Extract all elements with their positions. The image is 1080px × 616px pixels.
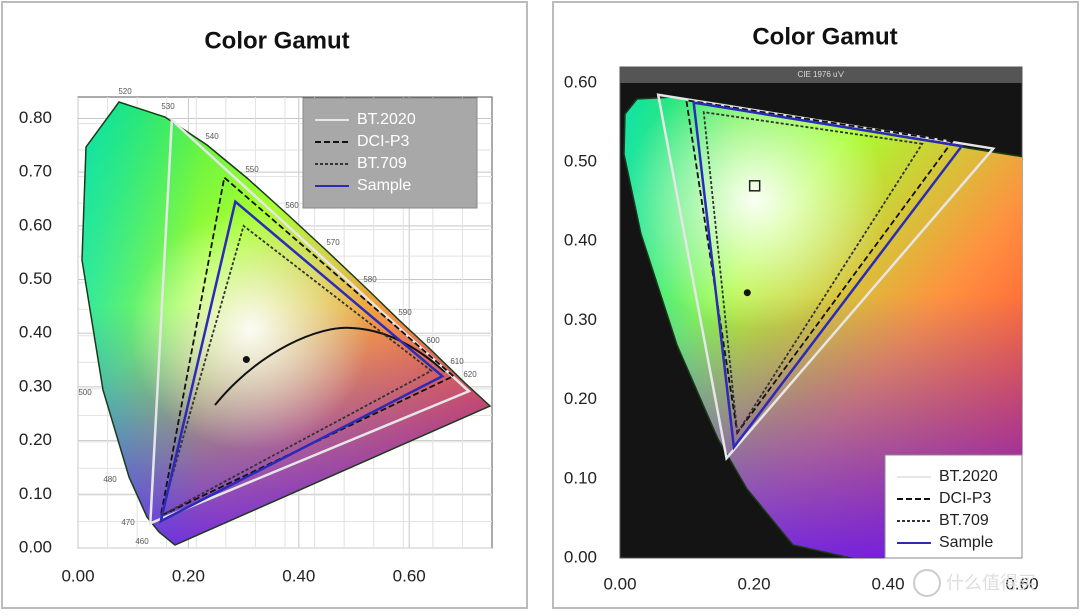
gamut-0 bbox=[148, 117, 472, 526]
y-tick-label: 0.70 bbox=[19, 162, 52, 181]
wavelength-label: 550 bbox=[245, 165, 259, 174]
x-tick-label: 0.00 bbox=[61, 566, 94, 585]
wavelength-label: 470 bbox=[121, 518, 135, 527]
y-tick-label: 0.20 bbox=[19, 430, 52, 449]
legend-label: BT.2020 bbox=[357, 111, 416, 128]
x-tick-label: 0.20 bbox=[172, 566, 205, 585]
legend-label: Sample bbox=[357, 177, 411, 194]
wavelength-label: 580 bbox=[363, 275, 377, 284]
y-tick-label: 0.30 bbox=[564, 310, 597, 329]
wavelength-label: 570 bbox=[326, 238, 340, 247]
legend-box bbox=[884, 454, 1023, 559]
y-tick-label: 0.50 bbox=[19, 269, 52, 288]
wavelength-label: 620 bbox=[463, 370, 477, 379]
legend-box bbox=[302, 97, 478, 209]
y-tick-label: 0.40 bbox=[564, 231, 597, 250]
wavelength-label: 590 bbox=[398, 308, 412, 317]
x-tick-label: 0.20 bbox=[737, 574, 770, 593]
watermark: 什么值得买 bbox=[913, 569, 1036, 597]
x-tick-label: 0.60 bbox=[393, 566, 426, 585]
legend-label: Sample bbox=[939, 534, 993, 551]
locus-outline bbox=[81, 101, 492, 546]
gamut-3 bbox=[158, 199, 445, 524]
white-glow bbox=[130, 210, 370, 450]
legend-label: DCI-P3 bbox=[939, 490, 992, 507]
x-tick-label: 0.40 bbox=[871, 574, 904, 593]
white-point bbox=[748, 180, 761, 192]
wavelength-label: 520 bbox=[118, 87, 132, 96]
chart-subtitle: CIE 1976 u'v' bbox=[797, 70, 845, 79]
gamut-3 bbox=[692, 101, 964, 451]
wavelength-label: 560 bbox=[285, 201, 299, 210]
wavelength-label: 540 bbox=[205, 132, 219, 141]
x-tick-label: 0.40 bbox=[282, 566, 315, 585]
y-tick-label: 0.10 bbox=[19, 484, 52, 503]
y-tick-label: 0.20 bbox=[564, 389, 597, 408]
y-tick-label: 0.60 bbox=[564, 72, 597, 91]
legend-label: DCI-P3 bbox=[357, 133, 410, 150]
gamut-2 bbox=[702, 111, 924, 436]
panel-frame bbox=[1, 1, 528, 609]
legend-label: BT.709 bbox=[939, 512, 989, 529]
wavelength-label: 500 bbox=[78, 388, 92, 397]
y-tick-label: 0.00 bbox=[564, 547, 597, 566]
chart: Color Gamut 0.00 0.10 0.20 0.30 0.40 0.50 0.60 0… bbox=[564, 23, 1039, 593]
watermark-icon bbox=[913, 569, 941, 597]
watermark-text: 什么值得买 bbox=[946, 573, 1036, 593]
wavelength-label: 530 bbox=[161, 102, 175, 111]
chart-title: Color Gamut bbox=[752, 23, 897, 50]
subtitle-bar bbox=[620, 67, 1022, 83]
wavelength-label: 600 bbox=[426, 336, 440, 345]
y-tick-label: 0.10 bbox=[564, 468, 597, 487]
wavelength-label: 460 bbox=[135, 537, 149, 546]
y-tick-label: 0.80 bbox=[19, 108, 52, 127]
point bbox=[743, 289, 751, 297]
gamut-2 bbox=[159, 224, 433, 518]
locus-outline bbox=[623, 96, 1022, 558]
y-tick-label: 0.50 bbox=[564, 152, 597, 171]
panel-frame bbox=[552, 1, 1079, 609]
y-tick-label: 0.40 bbox=[19, 323, 52, 342]
wavelength-label: 480 bbox=[103, 475, 117, 484]
legend-label: BT.709 bbox=[357, 155, 407, 172]
x-tick-label: 0.60 bbox=[1005, 574, 1038, 593]
point bbox=[242, 356, 250, 364]
planckian-locus bbox=[214, 326, 446, 406]
y-tick-label: 0.30 bbox=[19, 376, 52, 395]
y-tick-label: 0.60 bbox=[19, 215, 52, 234]
x-tick-label: 0.00 bbox=[603, 574, 636, 593]
wavelength-label: 610 bbox=[450, 357, 464, 366]
legend-label: BT.2020 bbox=[939, 468, 998, 485]
chart: Color Gamut 0.00 0.10 0.20 0.30 0.40 0.50 0.60 0… bbox=[19, 27, 493, 585]
y-tick-label: 0.00 bbox=[19, 537, 52, 556]
chart-title: Color Gamut bbox=[204, 27, 349, 54]
